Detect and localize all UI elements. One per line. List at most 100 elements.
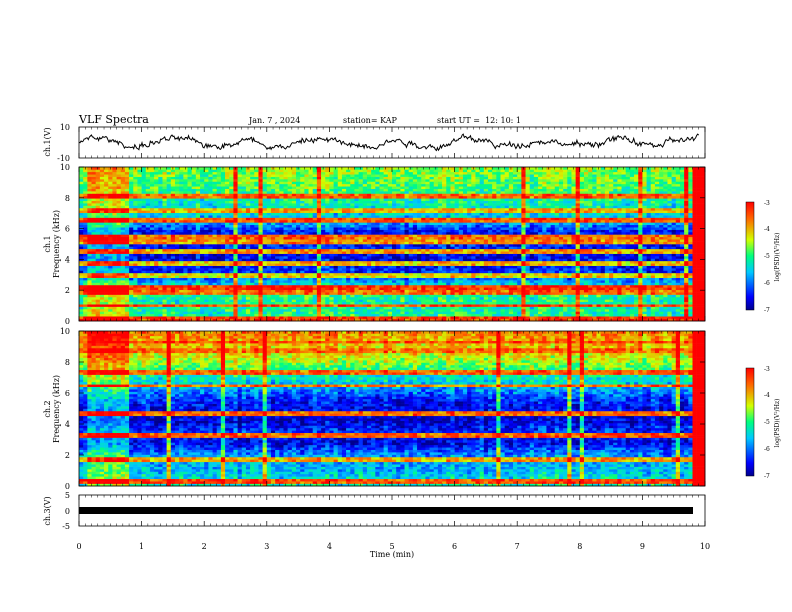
ch1-spectrogram-cell: [229, 311, 234, 315]
ch1-spectrogram-cell: [621, 287, 626, 291]
ch1-spectrogram-cell: [417, 258, 422, 262]
ch1-spectrogram-cell: [437, 258, 443, 262]
ch1-spectrogram-cell: [513, 246, 518, 250]
ch1-spectrogram-cell: [308, 304, 313, 307]
ch1-spectrogram-cell: [133, 316, 138, 319]
ch1-spectrogram-cell: [237, 265, 243, 269]
ch1-spectrogram-cell: [613, 246, 618, 250]
ch1-spectrogram-cell: [483, 311, 489, 315]
ch1-spectrogram-cell: [287, 316, 293, 319]
ch1-spectrogram-cell: [104, 268, 109, 271]
ch1-spectrogram-cell: [425, 292, 430, 295]
ch1-spectrogram-cell: [237, 301, 243, 305]
ch1-spectrogram-cell: [396, 289, 401, 293]
ch1-spectrogram-cell: [492, 263, 497, 266]
ch1-spectrogram-cell: [638, 268, 643, 271]
ch1-spectrogram-cell: [350, 270, 355, 274]
ch1-spectrogram-cell: [200, 260, 205, 264]
ch1-spectrogram-cell: [200, 301, 205, 305]
ch1-spectrogram-cell: [337, 270, 343, 274]
ch1-spectrogram-cell: [613, 292, 618, 295]
ch1-spectrogram-cell: [583, 316, 589, 319]
ch1-spectrogram-cell: [450, 292, 455, 295]
ch1-spectrogram-cell: [596, 258, 601, 262]
ch1-spectrogram-cell: [613, 272, 618, 276]
ch1-spectrogram-cell: [145, 244, 151, 247]
ch1-spectrogram-cell: [312, 294, 318, 298]
ch1-spectrogram-cell: [204, 294, 209, 298]
ch1-spectrogram-cell: [321, 244, 326, 247]
ch1-spectrogram-cell: [513, 251, 518, 254]
ch1-spectrogram-cell: [241, 311, 247, 315]
ch1-spectrogram-cell: [675, 275, 681, 278]
ch1-spectrogram-cell: [684, 296, 689, 300]
ch1-spectrogram-cell: [396, 268, 401, 271]
ch1-spectrogram-cell: [396, 244, 401, 247]
ch1-spectrogram-cell: [634, 299, 639, 303]
ch1-spectrogram-cell: [558, 253, 564, 257]
ch1-spectrogram-cell: [233, 313, 238, 317]
ch1-spectrogram-cell: [91, 244, 96, 247]
ch1-spectrogram-cell: [158, 282, 163, 286]
ch1-spectrogram-cell: [312, 256, 318, 259]
ch1-spectrogram-cell: [266, 256, 272, 259]
ch1-spectrogram-cell: [83, 265, 88, 269]
ch1-spectrogram-cell: [341, 289, 347, 293]
ch1-spectrogram-cell: [604, 270, 610, 274]
ch1-spectrogram-cell: [245, 313, 251, 317]
ch1-spectrogram-cell: [667, 265, 672, 269]
ch1-spectrogram-cell: [462, 306, 468, 310]
ch1-spectrogram-cell: [129, 246, 134, 250]
ch1-spectrogram-cell: [266, 260, 272, 264]
ch1-spectrogram-cell: [454, 306, 460, 310]
ch1-spectrogram-cell: [654, 248, 660, 252]
ch1-spectrogram-cell: [87, 284, 92, 288]
ch1-spectrogram-cell: [688, 253, 693, 257]
ch1-spectrogram-cell: [304, 260, 309, 264]
ch1-spectrogram-cell: [216, 284, 222, 288]
ch1-spectrogram-cell: [404, 318, 409, 322]
ch1-spectrogram-cell: [250, 287, 255, 291]
ch1-spectrogram-cell: [392, 313, 397, 317]
ch1-spectrogram-cell: [567, 282, 572, 286]
ch1-spectrogram-cell: [579, 296, 585, 300]
ch1-spectrogram-cell: [437, 316, 443, 319]
ch1-spectrogram-cell: [613, 258, 618, 262]
ch1-spectrogram-cell: [425, 308, 430, 312]
ch1-spectrogram-cell: [529, 260, 535, 264]
ch1-spectrogram-cell: [392, 296, 397, 300]
ch1-spectrogram-cell: [283, 258, 288, 262]
ch1-spectrogram-cell: [400, 287, 405, 291]
ch1-spectrogram-cell: [358, 244, 364, 247]
ch1-spectrogram-cell: [617, 253, 622, 257]
ch1-spectrogram-cell: [458, 244, 464, 247]
ch1-spectrogram-cell: [358, 306, 364, 310]
ch1-spectrogram-cell: [433, 301, 439, 305]
ch1-spectrogram-cell: [208, 277, 213, 281]
ch1-spectrogram-cell: [546, 270, 551, 274]
ch1-spectrogram-cell: [679, 268, 685, 271]
ch1-spectrogram-cell: [287, 289, 293, 293]
ch1-spectrogram-cell: [679, 270, 685, 274]
ch1-spectrogram-cell: [83, 299, 88, 303]
ch1-spectrogram-cell: [212, 296, 218, 300]
ch1-spectrogram-cell: [258, 251, 263, 254]
ch1-spectrogram-cell: [237, 256, 243, 259]
ch1-spectrogram-cell: [279, 292, 284, 295]
ch1-spectrogram-cell: [354, 296, 359, 300]
ch1-spectrogram-cell: [250, 311, 255, 315]
ch1-spectrogram-cell: [554, 287, 560, 291]
ch1-spectrogram-cell: [467, 289, 472, 293]
ch1-spectrogram-cell: [688, 299, 693, 303]
ch1-spectrogram-cell: [500, 296, 505, 300]
ch1-spectrogram-cell: [250, 308, 255, 312]
ch1-spectrogram-cell: [546, 301, 551, 305]
ch1-spectrogram-cell: [496, 260, 501, 264]
ch1-spectrogram-cell: [87, 311, 92, 315]
ch1-spectrogram-cell: [266, 318, 272, 322]
ch1-spectrogram-cell: [450, 282, 455, 286]
ch1-spectrogram-cell: [208, 263, 213, 266]
ch1-spectrogram-cell: [341, 284, 347, 288]
ch1-spectrogram-cell: [412, 304, 418, 307]
ch1-spectrogram-cell: [496, 299, 501, 303]
